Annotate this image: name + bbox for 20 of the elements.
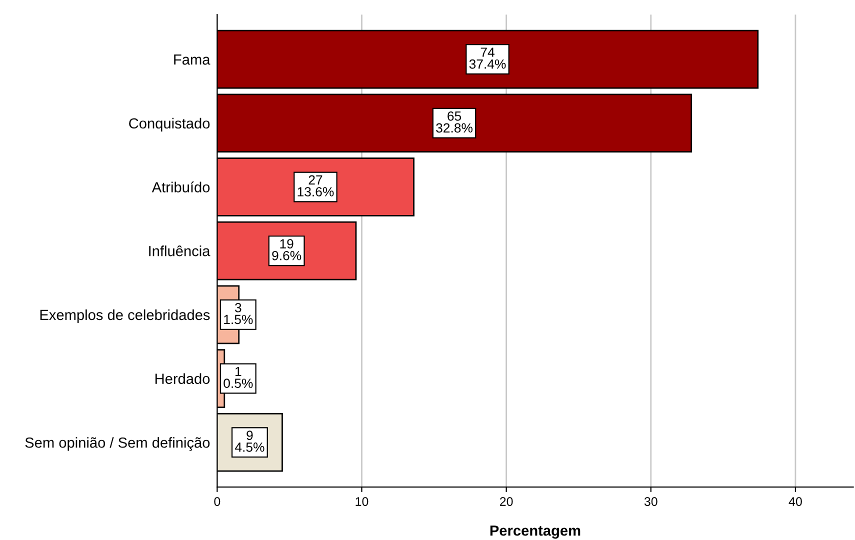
y-tick-label: Herdado [155, 373, 210, 384]
x-tick-label: 0 [214, 497, 220, 506]
x-tick-label: 10 [356, 497, 368, 506]
x-axis-title: Percentagem [490, 526, 580, 539]
x-tick-label: 30 [644, 497, 658, 506]
data-label: 3 1.5% [224, 302, 253, 324]
data-label: 1 0.5% [224, 366, 253, 388]
y-tick-label: Conquistado [129, 118, 210, 132]
data-label: 19 9.6% [272, 239, 302, 260]
y-tick-label: Sem opinião / Sem definição [25, 437, 210, 451]
x-tick-label: 20 [500, 497, 513, 506]
y-tick-label: Atribuído [152, 182, 210, 192]
data-label: 65 32.8% [436, 111, 473, 133]
data-label: 74 37.4% [469, 48, 506, 69]
y-tick-label: Fama [174, 54, 210, 65]
data-label: 9 4.5% [234, 430, 264, 452]
data-label: 27 13.6% [298, 175, 334, 196]
x-tick-label: 40 [788, 497, 802, 506]
y-tick-label: Exemplos de celebridades [40, 309, 210, 323]
y-tick-label: Influência [149, 246, 210, 256]
